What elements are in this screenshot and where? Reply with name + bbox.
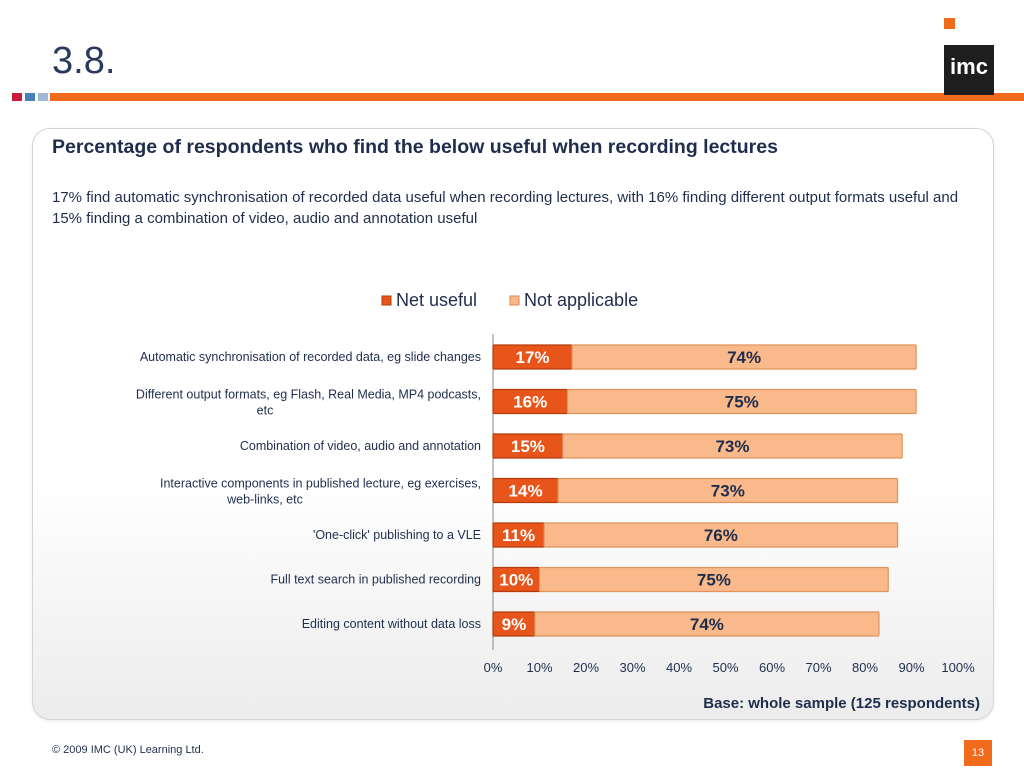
x-tick-label: 20% xyxy=(573,660,599,675)
not-applicable-bar xyxy=(543,522,899,548)
x-tick-label: 30% xyxy=(619,660,645,675)
slide-title: 3.8. xyxy=(52,40,116,82)
category-label: Full text search in published recording xyxy=(270,573,481,587)
category-label: Interactive components in published lect… xyxy=(160,477,481,491)
not-applicable-bar xyxy=(557,477,899,504)
data-label: 75% xyxy=(697,571,731,590)
logo-text: imc xyxy=(944,45,994,95)
legend-swatch xyxy=(381,295,392,306)
not-applicable-bar xyxy=(538,566,889,593)
data-label: 73% xyxy=(711,482,745,501)
not-applicable-bar xyxy=(566,388,917,415)
category-label: Different output formats, eg Flash, Real… xyxy=(136,388,481,402)
category-label: Combination of video, audio and annotati… xyxy=(240,439,481,453)
x-tick-label: 40% xyxy=(666,660,692,675)
legend-swatch xyxy=(509,295,520,306)
category-label: 'One-click' publishing to a VLE xyxy=(313,528,481,542)
square-light xyxy=(38,93,48,101)
legend-label: Not applicable xyxy=(524,290,638,310)
x-tick-label: 50% xyxy=(712,660,738,675)
x-tick-label: 90% xyxy=(898,660,924,675)
data-label: 75% xyxy=(725,393,759,412)
data-label: 11% xyxy=(502,526,535,545)
copyright: © 2009 IMC (UK) Learning Ltd. xyxy=(52,744,204,756)
imc-logo: imc xyxy=(944,18,994,95)
chart-heading: Percentage of respondents who find the b… xyxy=(52,136,778,158)
data-label: 16% xyxy=(513,393,547,412)
x-tick-label: 60% xyxy=(759,660,785,675)
data-label: 15% xyxy=(511,437,545,456)
not-applicable-bar xyxy=(534,611,880,637)
data-label: 73% xyxy=(715,437,749,456)
square-blue xyxy=(25,93,35,101)
data-label: 9% xyxy=(502,615,527,634)
category-label-cont: etc xyxy=(257,404,274,418)
category-label: Editing content without data loss xyxy=(302,617,481,631)
header-rule xyxy=(50,93,1024,101)
x-tick-label: 70% xyxy=(805,660,831,675)
page-number: 13 xyxy=(964,740,992,766)
chart-description: 17% find automatic synchronisation of re… xyxy=(52,189,959,227)
data-label: 14% xyxy=(509,482,543,501)
not-applicable-bar xyxy=(562,433,903,459)
logo-square xyxy=(944,18,955,29)
legend-label: Net useful xyxy=(396,290,477,310)
data-label: 76% xyxy=(704,526,738,545)
data-label: 17% xyxy=(516,348,550,367)
square-red xyxy=(12,93,22,101)
x-tick-label: 10% xyxy=(526,660,552,675)
data-label: 74% xyxy=(727,348,761,367)
base-note: Base: whole sample (125 respondents) xyxy=(703,695,980,712)
x-tick-label: 80% xyxy=(852,660,878,675)
x-tick-label: 100% xyxy=(941,660,975,675)
data-label: 74% xyxy=(690,615,724,634)
x-tick-label: 0% xyxy=(484,660,503,675)
category-label-cont: web-links, etc xyxy=(226,493,303,507)
data-label: 10% xyxy=(499,571,533,590)
category-label: Automatic synchronisation of recorded da… xyxy=(140,350,481,364)
not-applicable-bar xyxy=(571,344,917,370)
